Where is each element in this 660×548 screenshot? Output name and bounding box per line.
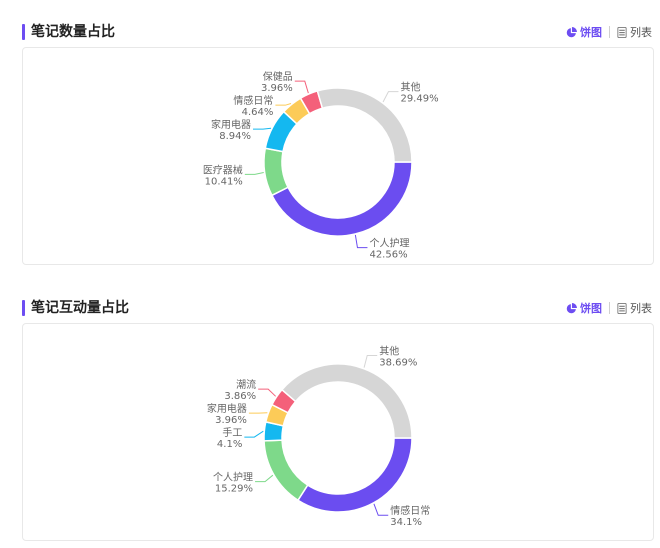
slice-value-label: 42.56% xyxy=(369,250,407,261)
donut-slice[interactable] xyxy=(296,437,413,513)
slice-value-label: 38.69% xyxy=(379,357,417,368)
slice-name-label: 个人护理 xyxy=(369,237,409,250)
slice-value-label: 3.96% xyxy=(215,415,247,426)
label-leader-line xyxy=(363,354,378,368)
slice-value-label: 3.96% xyxy=(261,83,293,94)
slice-name-label: 其他 xyxy=(400,81,420,94)
pie-view-label: 饼图 xyxy=(580,26,602,39)
list-view-button[interactable]: 列表 xyxy=(617,300,652,316)
slice-value-label: 3.86% xyxy=(224,391,256,402)
donut-slice[interactable] xyxy=(263,439,309,502)
label-leader-line xyxy=(294,80,309,94)
section-header: 笔记数量占比 饼图 列表 xyxy=(0,20,660,44)
slice-name-label: 手工 xyxy=(222,426,242,439)
view-switch: 饼图 列表 xyxy=(566,23,652,41)
label-leader-line xyxy=(244,430,264,438)
label-leader-line xyxy=(373,503,389,516)
label-leader-line xyxy=(255,474,274,483)
section-title: 笔记互动量占比 xyxy=(31,300,129,316)
switch-divider xyxy=(609,302,610,314)
title-accent-bar xyxy=(22,300,25,316)
donut-slice[interactable] xyxy=(280,363,413,439)
donut-slice[interactable] xyxy=(263,147,290,197)
label-leader-line xyxy=(258,388,277,397)
donut-slice[interactable] xyxy=(316,87,413,163)
slice-value-label: 34.1% xyxy=(390,517,422,528)
list-view-label: 列表 xyxy=(630,26,652,39)
slice-value-label: 4.64% xyxy=(242,107,274,118)
list-view-label: 列表 xyxy=(630,302,652,315)
section-title: 笔记数量占比 xyxy=(31,24,115,40)
slice-name-label: 保健品 xyxy=(263,70,293,83)
donut-slice[interactable] xyxy=(270,161,413,237)
pie-view-button[interactable]: 饼图 xyxy=(566,300,602,316)
pie-view-button[interactable]: 饼图 xyxy=(566,24,602,40)
label-leader-line xyxy=(354,234,368,249)
pie-chart-icon xyxy=(566,26,577,37)
slice-name-label: 医疗器械 xyxy=(203,163,243,176)
view-switch: 饼图 列表 xyxy=(566,299,652,317)
slice-name-label: 潮流 xyxy=(236,378,256,391)
title-accent-bar xyxy=(22,24,25,40)
list-view-button[interactable]: 列表 xyxy=(617,24,652,40)
chart-card: 保健品 3.96% 情感日常 4.64% 家用电器 8.94% 医疗器械 10.41% 其他 29… xyxy=(22,47,654,265)
slice-value-label: 4.1% xyxy=(217,439,242,450)
slice-name-label: 情感日常 xyxy=(390,504,430,517)
slice-value-label: 29.49% xyxy=(400,94,438,105)
slice-value-label: 8.94% xyxy=(219,131,251,142)
list-icon xyxy=(617,302,627,314)
label-leader-line xyxy=(382,91,399,103)
label-leader-line xyxy=(275,103,292,106)
slice-name-label: 其他 xyxy=(379,344,399,357)
section-header: 笔记互动量占比 饼图 列表 xyxy=(0,296,660,320)
slice-name-label: 个人护理 xyxy=(213,471,253,484)
slice-value-label: 15.29% xyxy=(215,484,253,495)
slice-name-label: 家用电器 xyxy=(207,402,247,415)
slice-name-label: 家用电器 xyxy=(211,118,251,131)
switch-divider xyxy=(609,26,610,38)
label-leader-line xyxy=(253,127,272,130)
label-leader-line xyxy=(244,172,264,175)
slice-value-label: 10.41% xyxy=(205,176,243,187)
pie-chart-icon xyxy=(566,302,577,313)
list-icon xyxy=(617,26,627,38)
slice-name-label: 情感日常 xyxy=(233,94,273,107)
pie-view-label: 饼图 xyxy=(580,302,602,315)
chart-card: 潮流 3.86% 家用电器 3.96% 手工 4.1% 个人护理 15.29% 其他 38.69%… xyxy=(22,323,654,541)
